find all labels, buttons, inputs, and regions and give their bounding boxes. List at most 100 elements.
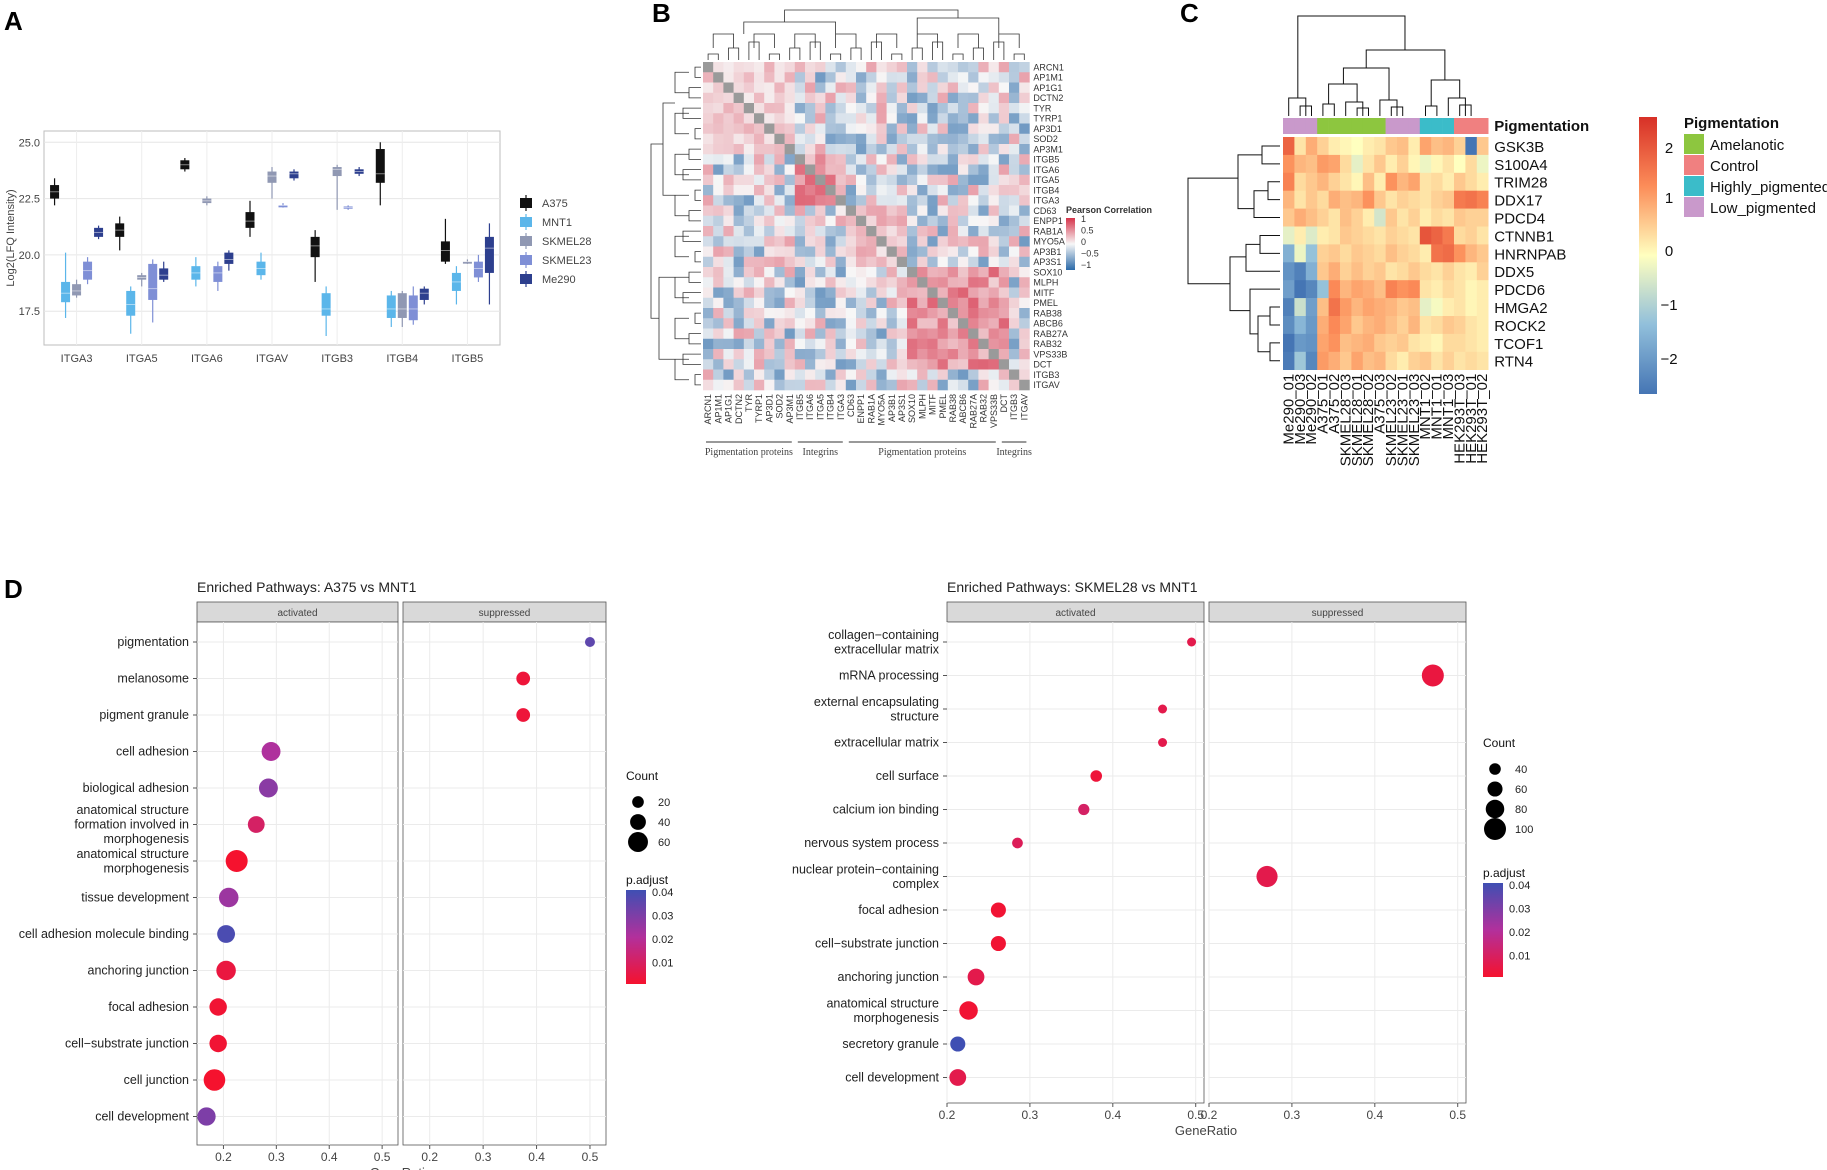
heat-cell	[1009, 256, 1020, 268]
dot-cell-adhesion-molecule-binding	[217, 925, 236, 943]
heat-cell	[835, 123, 847, 135]
facet-panel-suppressed	[1208, 621, 1467, 1104]
dot-extracellular-matrix	[1158, 738, 1168, 747]
heat-cell	[805, 359, 816, 370]
col-label: ITGA3	[836, 394, 846, 420]
heat-cell	[835, 308, 847, 319]
heat-cell	[754, 215, 765, 227]
heat-cell	[845, 349, 857, 360]
heat-cell	[805, 338, 816, 350]
heat-cell-rock2-hek293t-03	[1454, 316, 1466, 335]
heat-cell	[937, 297, 949, 309]
heat-cell	[907, 62, 918, 73]
heat-cell	[876, 338, 887, 350]
heat-cell	[958, 359, 969, 370]
row-dendrogram	[1187, 145, 1280, 362]
heat-cell-tcof1-me290-01	[1283, 333, 1295, 353]
row-label-rtn4: RTN4	[1494, 354, 1533, 371]
heat-cell	[805, 72, 816, 83]
heat-cell	[733, 318, 745, 329]
heat-cell-rtn4-me290-02	[1305, 351, 1318, 370]
scale-tick: −1	[1081, 260, 1091, 270]
heat-cell	[1019, 185, 1030, 196]
heat-cell	[958, 133, 969, 145]
heat-cell	[958, 338, 969, 350]
heat-cell-ddx5-hek293t-03	[1454, 262, 1466, 281]
heat-cell	[937, 328, 949, 340]
heat-cell	[998, 62, 1010, 73]
heat-cell	[937, 236, 949, 247]
heat-cell	[998, 379, 1010, 391]
heat-cell	[713, 349, 724, 360]
heat-cell	[835, 164, 847, 176]
heat-cell	[764, 277, 775, 288]
heat-cell	[947, 174, 959, 186]
col-label-skmel23-03: SKMEL23_03	[1406, 374, 1423, 467]
heat-cell-rock2-skmel23-03	[1408, 316, 1421, 335]
heat-cell-ddx17-skmel28-02	[1362, 190, 1375, 209]
heat-cell	[998, 144, 1010, 155]
heat-cell	[886, 379, 898, 391]
heat-cell-rock2-me290-01	[1283, 316, 1295, 335]
heat-cell	[988, 308, 1000, 319]
heat-cell	[764, 62, 775, 73]
col-label: ITGB3	[1009, 394, 1019, 420]
heat-cell-hnrnpab-hek293t-03	[1454, 244, 1466, 263]
row-label: ITGA3	[1033, 196, 1059, 206]
heat-cell	[774, 359, 785, 370]
heat-cell	[805, 133, 816, 145]
heat-cell	[927, 236, 938, 247]
pathway-label-anatomical-structure-formation-involved-in-morphogenesis: morphogenesis	[104, 832, 189, 846]
heat-cell	[917, 349, 928, 360]
heat-cell	[825, 349, 836, 360]
heat-cell	[896, 379, 908, 391]
heat-cell	[815, 359, 826, 370]
heat-cell	[764, 318, 775, 329]
row-label-tcof1: TCOF1	[1494, 336, 1543, 353]
heat-cell	[784, 379, 796, 391]
heat-cell	[998, 185, 1010, 196]
heat-cell-s100a4-a375-03	[1374, 154, 1386, 174]
heat-cell	[754, 236, 765, 247]
heat-cell	[703, 267, 714, 278]
panel-d2-dotplot: Enriched Pathways: SKMEL28 vs MNT1activa…	[792, 579, 1533, 1138]
heat-cell	[988, 349, 1000, 360]
panel-b-heatmap: ARCN1AP1M1AP1G1DCTN2TYRTYRP1AP3D1SOD2AP3…	[650, 9, 1152, 458]
heat-cell	[866, 287, 877, 299]
heat-cell	[764, 359, 775, 370]
heat-cell	[947, 195, 959, 206]
heat-cell	[937, 62, 949, 73]
heat-cell	[703, 185, 714, 196]
heat-cell	[927, 205, 938, 217]
heat-cell	[733, 226, 745, 237]
heat-cell-pdcd6-a375-01	[1317, 280, 1329, 299]
heat-cell	[978, 144, 989, 155]
dot-cell-junction	[203, 1069, 226, 1091]
heat-cell-hnrnpab-hek293t-01	[1465, 244, 1478, 263]
heat-cell	[1009, 215, 1020, 227]
col-label: MYO5A	[877, 394, 887, 426]
legend-key-highly-pigmented	[1684, 176, 1704, 196]
heat-cell	[835, 297, 847, 309]
heat-cell	[825, 297, 836, 309]
heat-cell	[825, 82, 836, 94]
color-scale-bar	[1066, 218, 1075, 270]
heat-cell	[988, 144, 1000, 155]
heat-cell	[927, 369, 938, 381]
heat-cell	[988, 113, 1000, 124]
heat-cell	[825, 308, 836, 319]
heat-cell	[978, 287, 989, 299]
heat-cell	[876, 379, 887, 391]
heat-cell	[968, 205, 979, 217]
heat-cell	[876, 236, 887, 247]
heat-cell	[958, 154, 969, 165]
heat-cell	[968, 195, 979, 206]
row-label-hmga2: HMGA2	[1494, 300, 1547, 317]
heat-cell	[794, 154, 806, 165]
color-legend-label: 0.03	[1509, 904, 1530, 916]
x-tick-label: 0.3	[475, 1150, 492, 1164]
heat-cell	[876, 267, 887, 278]
pathway-label-pigmentation: pigmentation	[117, 635, 189, 649]
heat-cell	[978, 62, 989, 73]
